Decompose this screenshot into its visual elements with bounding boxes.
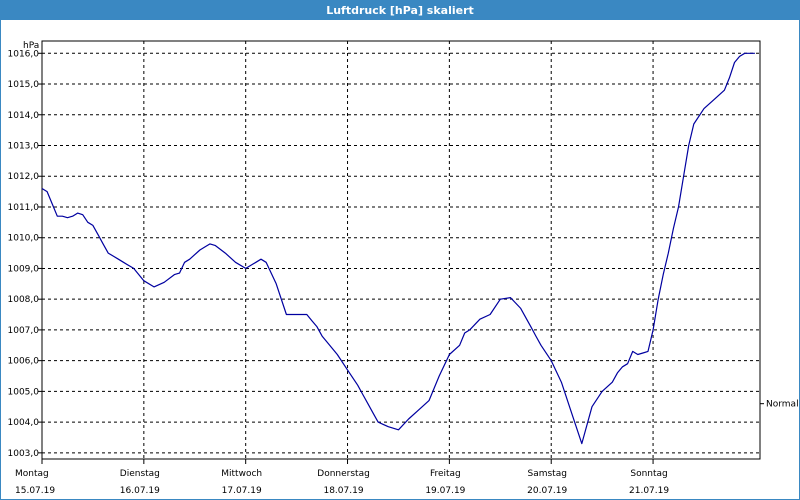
x-tick-day: Dienstag xyxy=(120,469,160,479)
x-tick-date: 21.07.19 xyxy=(629,486,669,496)
y-tick-label: 1004,0 xyxy=(8,418,40,428)
y-tick-label: 1011,0 xyxy=(8,203,40,213)
x-tick-day: Donnerstag xyxy=(317,469,370,479)
y-tick-label: 1010,0 xyxy=(8,234,40,244)
reference-label: Normal xyxy=(766,400,799,410)
y-tick-label: 1009,0 xyxy=(8,264,40,274)
x-tick-date: 16.07.19 xyxy=(120,486,160,496)
x-tick-day: Mittwoch xyxy=(221,469,262,479)
x-tick-day: Sonntag xyxy=(630,469,667,479)
y-tick-label: 1007,0 xyxy=(8,326,40,336)
x-tick-day: Montag xyxy=(15,469,49,479)
x-tick-day: Samstag xyxy=(527,469,566,479)
y-axis-label: hPa xyxy=(23,41,39,51)
y-tick-label: 1003,0 xyxy=(8,449,40,459)
chart-title: Luftdruck [hPa] skaliert xyxy=(1,1,799,20)
y-tick-label: 1006,0 xyxy=(8,357,40,367)
series-lines xyxy=(41,52,755,445)
series-line xyxy=(41,52,755,445)
tick-labels: 1003,0 1004,0 1005,0 1006,0 1007,0 1008,0 1009… xyxy=(8,41,799,496)
grid xyxy=(42,41,760,459)
axes xyxy=(38,40,764,464)
y-tick-label: 1012,0 xyxy=(8,172,40,182)
y-tick-label: 1008,0 xyxy=(8,295,40,305)
y-tick-label: 1016,0 xyxy=(8,49,40,59)
y-tick-label: 1013,0 xyxy=(8,142,40,152)
x-tick-date: 19.07.19 xyxy=(425,486,465,496)
x-tick-day: Freitag xyxy=(430,469,461,479)
plot-frame xyxy=(41,40,761,460)
x-tick-date: 18.07.19 xyxy=(323,486,363,496)
x-tick-date: 15.07.19 xyxy=(15,486,55,496)
y-tick-label: 1014,0 xyxy=(8,111,40,121)
x-tick-date: 20.07.19 xyxy=(527,486,567,496)
y-tick-label: 1005,0 xyxy=(8,387,40,397)
y-tick-label: 1015,0 xyxy=(8,80,40,90)
x-tick-date: 17.07.19 xyxy=(222,486,262,496)
